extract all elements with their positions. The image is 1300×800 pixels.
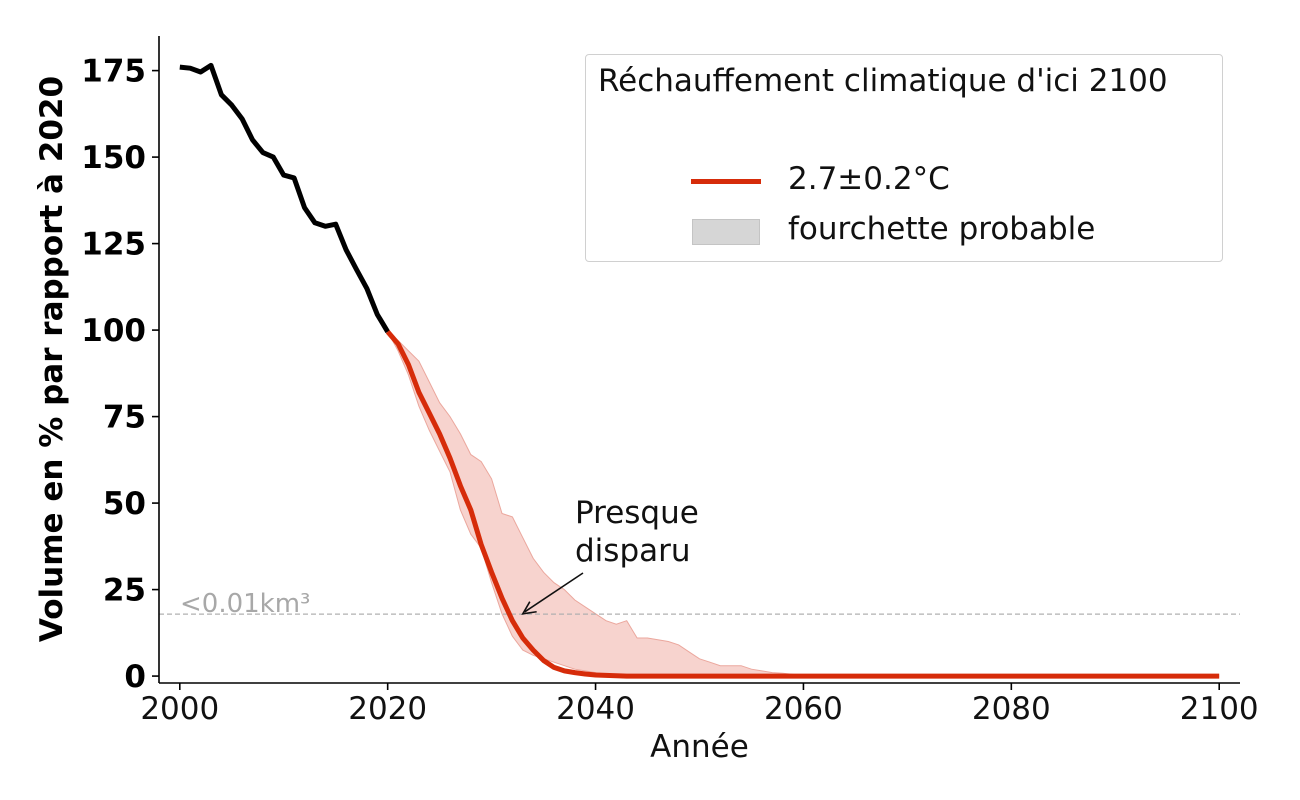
legend-label-scenario: 2.7±0.2°C — [788, 161, 950, 197]
x-axis-label: Année — [650, 729, 749, 765]
x-tick-label: 2100 — [1180, 691, 1259, 727]
x-tick-label: 2060 — [764, 691, 843, 727]
legend-swatch-line — [691, 179, 761, 184]
legend-title: Réchauffement climatique d'ici 2100 — [598, 63, 1168, 99]
y-tick-label: 150 — [81, 140, 146, 176]
y-tick-label: 125 — [81, 227, 146, 263]
annotation-text-line-1: Presque — [575, 495, 699, 531]
y-tick-label: 25 — [103, 573, 146, 609]
y-tick-label: 100 — [81, 313, 146, 349]
y-tick-label: 75 — [103, 400, 146, 436]
x-tick-label: 2080 — [972, 691, 1051, 727]
historical-line — [179, 62, 390, 334]
y-axis-label: Volume en % par rapport à 2020 — [34, 76, 70, 642]
x-tick-label: 2020 — [348, 691, 427, 727]
y-tick-label: 50 — [103, 486, 146, 522]
threshold-label: <0.01km³ — [180, 589, 310, 619]
annotation-arrow-shaft — [524, 572, 584, 613]
x-tick-label: 2040 — [556, 691, 635, 727]
y-tick-label: 175 — [81, 54, 146, 90]
y-tick-label: 0 — [124, 659, 146, 695]
legend-swatch-band — [692, 219, 760, 245]
annotation-text-line-2: disparu — [575, 533, 691, 569]
legend: Réchauffement climatique d'ici 2100 2.7±… — [585, 54, 1223, 262]
annotation-arrow-head — [521, 601, 537, 615]
legend-label-range: fourchette probable — [788, 211, 1096, 247]
uncertainty-band — [387, 331, 1220, 677]
projection-line — [385, 330, 1220, 679]
x-tick-label: 2000 — [140, 691, 219, 727]
